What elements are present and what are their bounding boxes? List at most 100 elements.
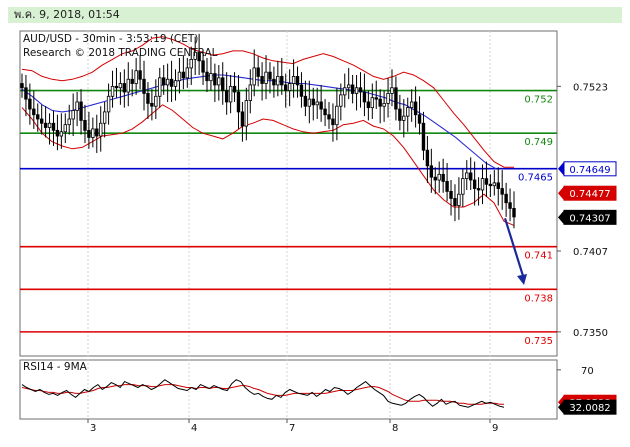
- candle-body: [370, 97, 375, 109]
- candle-body: [406, 107, 410, 117]
- candle-body: [236, 91, 241, 113]
- candle-body: [465, 172, 469, 179]
- candle-body: [441, 173, 445, 182]
- candle-body: [409, 101, 414, 109]
- candle-body: [433, 176, 437, 181]
- candle-body: [189, 58, 193, 69]
- candle-body: [496, 182, 500, 189]
- candle-body: [221, 77, 225, 92]
- candle-body: [193, 51, 197, 60]
- date-banner: พ.ค. 9, 2018, 01:54: [8, 7, 622, 23]
- rsi-tag-text: 32.0082: [569, 403, 610, 414]
- forecast-arrow: [503, 218, 527, 286]
- candle-body: [232, 85, 237, 93]
- candle-body: [276, 76, 280, 86]
- candle-body: [354, 87, 359, 94]
- candle-body: [327, 114, 331, 120]
- candle-body: [350, 84, 355, 94]
- candle-body: [390, 87, 394, 94]
- candle-body: [512, 208, 516, 218]
- candle-body: [469, 172, 473, 181]
- candle-body: [252, 67, 256, 86]
- candle-body: [130, 78, 134, 84]
- candle-body: [201, 60, 205, 73]
- bollinger-bands: [21, 36, 515, 226]
- candle-body: [339, 94, 343, 107]
- candle-body: [346, 84, 351, 89]
- rsi-line: [21, 379, 505, 408]
- candle-body: [28, 98, 32, 110]
- candle-body: [299, 84, 304, 97]
- candle-body: [181, 71, 186, 79]
- candle-body: [213, 73, 217, 86]
- candle-body: [138, 70, 142, 80]
- candle-body: [382, 102, 386, 107]
- date-text: พ.ค. 9, 2018, 01:54: [14, 8, 120, 21]
- level-label: 0.752: [524, 95, 553, 106]
- candle-body: [268, 71, 272, 80]
- candle-body: [260, 76, 264, 84]
- candle-body: [504, 193, 508, 204]
- price-tag-pointer: [558, 210, 564, 225]
- candle-body: [228, 85, 233, 103]
- candle-body: [303, 95, 308, 107]
- candle-body: [154, 95, 158, 107]
- candle-body: [358, 87, 363, 93]
- candle-body: [47, 122, 52, 128]
- y-tick-label: 0.7407: [573, 247, 608, 258]
- candle-body: [32, 108, 36, 116]
- rsi-tag-box: [563, 399, 617, 415]
- candle-body: [445, 181, 449, 192]
- candle-body: [386, 93, 390, 104]
- candle-body: [394, 87, 398, 110]
- price-tag-box: [563, 209, 617, 225]
- candle-body: [331, 118, 335, 126]
- rsi-lines: [21, 379, 505, 408]
- candle-body: [165, 78, 170, 86]
- price-tag-text: 0.74477: [569, 189, 610, 200]
- candle-body: [508, 202, 512, 209]
- level-label: 0.735: [524, 336, 553, 347]
- x-tick-label: 9: [492, 423, 498, 434]
- candle-body: [402, 115, 406, 121]
- x-tick-label: 7: [289, 423, 295, 434]
- candle-body: [429, 165, 434, 178]
- x-tick-label: 4: [191, 423, 197, 434]
- forecast-arrow-shaft: [503, 218, 526, 280]
- candle-body: [248, 84, 252, 101]
- candle-body: [126, 78, 130, 93]
- candle-body: [83, 120, 87, 131]
- candle-body: [122, 83, 127, 93]
- candle-body: [102, 111, 107, 124]
- candle-body: [173, 80, 178, 87]
- candle-body: [106, 95, 111, 113]
- vertical-gridlines: [87, 31, 491, 419]
- candle-body: [291, 76, 296, 84]
- candle-body: [20, 83, 24, 89]
- candle-body: [319, 101, 323, 110]
- axis-ticks: 3 4 7 8 9 0.7523 0.7407 0.7350 70: [87, 82, 608, 434]
- candle-body: [87, 129, 91, 138]
- candle-body: [59, 131, 64, 137]
- candle-body: [205, 71, 209, 82]
- price-tag-box: [563, 161, 617, 177]
- bollinger-lower: [21, 104, 515, 226]
- candle-body: [114, 85, 119, 89]
- candle-body: [449, 190, 453, 199]
- candle-body: [63, 124, 67, 133]
- candle-body: [472, 179, 477, 189]
- candle-body: [75, 101, 79, 111]
- candle-body: [343, 87, 347, 96]
- candle-body: [91, 128, 95, 138]
- candle-body: [488, 183, 493, 187]
- candle-body: [421, 122, 426, 151]
- rsi-title: RSI14 - 9MA: [23, 361, 88, 373]
- forecast-arrow-head: [517, 274, 527, 286]
- candle-body: [413, 101, 418, 116]
- price-tag-text: 0.74307: [569, 213, 610, 224]
- level-label: 0.749: [524, 137, 553, 148]
- rsi-tag-pointer: [558, 400, 564, 415]
- candle-body: [24, 87, 28, 100]
- level-label: 0.738: [524, 293, 553, 304]
- candle-body: [134, 70, 138, 84]
